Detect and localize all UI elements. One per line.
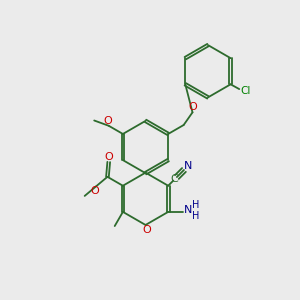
Text: O: O xyxy=(104,116,112,126)
Text: N: N xyxy=(184,206,193,215)
Text: O: O xyxy=(143,225,152,235)
Text: O: O xyxy=(91,186,99,197)
Text: O: O xyxy=(188,102,197,112)
Text: O: O xyxy=(104,152,113,162)
Text: Cl: Cl xyxy=(240,85,251,96)
Text: C: C xyxy=(171,174,178,184)
Text: H: H xyxy=(192,200,199,210)
Text: H: H xyxy=(192,211,199,221)
Text: N: N xyxy=(184,161,192,171)
